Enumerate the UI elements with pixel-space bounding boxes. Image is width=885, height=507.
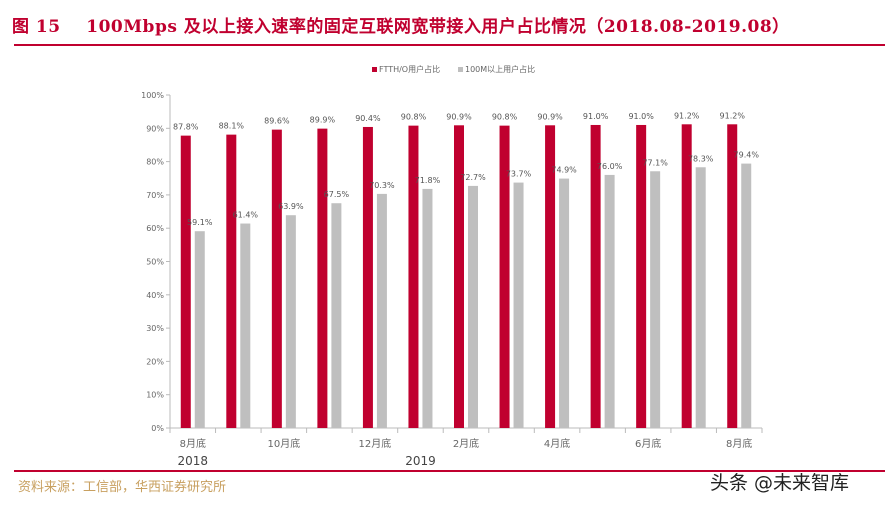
bar-100m bbox=[741, 163, 752, 428]
data-label: 72.7% bbox=[460, 173, 486, 182]
bar-ftth bbox=[317, 128, 328, 428]
y-tick-label: 10% bbox=[146, 391, 164, 400]
bar-chart: 0% 10% 20% 30% 40% 50% 60% 70% 80% 90% 100% 87.8% 88… bbox=[141, 64, 763, 468]
data-label: 90.4% bbox=[355, 114, 381, 123]
y-tick-label: 0% bbox=[151, 424, 164, 433]
bar-100m bbox=[468, 185, 478, 428]
x-category-label: 2月底 bbox=[453, 437, 479, 450]
y-tick-label: 50% bbox=[146, 258, 164, 267]
bar-ftth bbox=[636, 124, 647, 428]
bar-100m bbox=[285, 215, 296, 428]
data-label: 89.9% bbox=[310, 116, 336, 125]
bar-ftth bbox=[681, 124, 692, 428]
data-label: 73.7% bbox=[506, 170, 532, 179]
year-label: 2019 bbox=[405, 454, 436, 468]
data-label: 91.0% bbox=[583, 112, 609, 121]
y-tick-label: 90% bbox=[146, 124, 164, 133]
legend-label: 100M以上用户占比 bbox=[465, 64, 535, 74]
bar-100m bbox=[194, 231, 205, 428]
data-label: 91.2% bbox=[720, 111, 746, 120]
data-label: 90.9% bbox=[446, 112, 472, 121]
legend-swatch bbox=[458, 67, 463, 72]
bar-100m bbox=[331, 203, 342, 428]
data-label: 77.1% bbox=[642, 158, 668, 167]
bar-ftth bbox=[226, 134, 237, 428]
data-label: 89.6% bbox=[264, 117, 290, 126]
bar-ftth bbox=[499, 125, 510, 429]
year-label: 2018 bbox=[177, 454, 208, 468]
y-tick-label: 80% bbox=[146, 158, 164, 167]
data-label: 61.4% bbox=[233, 211, 259, 220]
bar-ftth bbox=[454, 125, 464, 428]
bar-100m bbox=[559, 178, 570, 428]
y-tick-label: 70% bbox=[146, 191, 164, 200]
x-category-label: 10月底 bbox=[267, 437, 300, 450]
bar-100m bbox=[695, 167, 706, 429]
data-label: 88.1% bbox=[219, 122, 245, 131]
data-label: 71.8% bbox=[415, 176, 441, 185]
bar-ftth bbox=[590, 124, 601, 428]
data-label: 67.5% bbox=[324, 190, 350, 199]
x-category-label: 6月底 bbox=[635, 437, 661, 450]
x-category-label: 8月底 bbox=[726, 437, 752, 450]
bar-ftth bbox=[408, 125, 419, 429]
footer-rule bbox=[14, 470, 885, 472]
data-label: 91.0% bbox=[628, 112, 654, 121]
bar-ftth bbox=[271, 129, 282, 428]
legend-swatch bbox=[372, 67, 377, 72]
x-category-label: 4月底 bbox=[544, 437, 570, 450]
y-tick-label: 100% bbox=[141, 91, 164, 100]
data-label: 90.9% bbox=[537, 112, 563, 121]
bar-100m bbox=[513, 182, 524, 428]
bar-ftth bbox=[727, 124, 738, 428]
data-label: 90.8% bbox=[492, 113, 518, 122]
data-label: 78.3% bbox=[688, 154, 714, 163]
bar-ftth bbox=[545, 125, 556, 428]
title-rule bbox=[14, 44, 885, 46]
bar-ftth bbox=[362, 126, 373, 428]
data-label: 70.3% bbox=[369, 181, 395, 190]
x-category-label: 8月底 bbox=[180, 437, 206, 450]
bar-100m bbox=[604, 174, 615, 428]
bar-100m bbox=[376, 193, 387, 428]
bar-100m bbox=[422, 188, 433, 428]
figure-title: 图 15 100Mbps 及以上接入速率的固定互联网宽带接入用户占比情况（201… bbox=[12, 17, 790, 37]
y-tick-label: 40% bbox=[146, 291, 164, 300]
watermark: 头条 @未来智库 bbox=[710, 472, 850, 494]
data-label: 79.4% bbox=[734, 151, 760, 160]
bar-100m bbox=[240, 223, 251, 428]
bar-ftth bbox=[180, 135, 191, 428]
data-label: 63.9% bbox=[278, 202, 304, 211]
y-tick-label: 60% bbox=[146, 224, 164, 233]
y-tick-label: 30% bbox=[146, 324, 164, 333]
data-label: 59.1% bbox=[187, 218, 213, 227]
source-note: 资料来源：工信部，华西证券研究所 bbox=[18, 480, 227, 495]
y-tick-label: 20% bbox=[146, 357, 164, 366]
bar-100m bbox=[650, 171, 661, 428]
data-label: 76.0% bbox=[597, 162, 623, 171]
legend-label: FTTH/O用户占比 bbox=[379, 64, 440, 74]
data-label: 90.8% bbox=[401, 113, 427, 122]
data-label: 91.2% bbox=[674, 111, 700, 120]
data-label: 87.8% bbox=[173, 123, 199, 132]
x-category-label: 12月底 bbox=[359, 437, 392, 450]
data-label: 74.9% bbox=[551, 166, 577, 175]
